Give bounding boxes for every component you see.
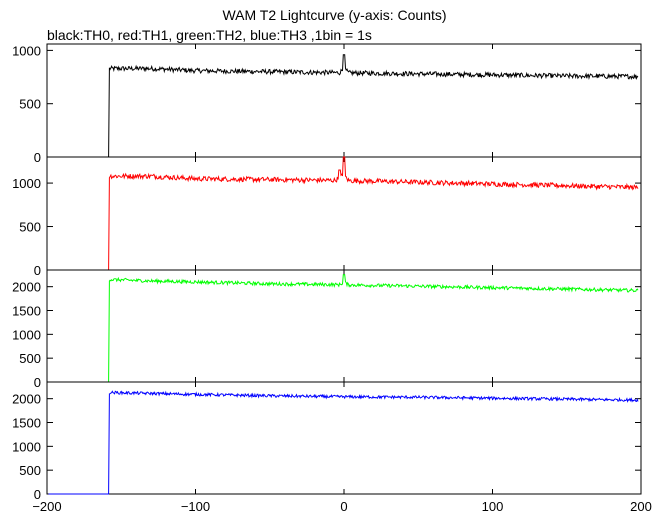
y-tick-label: 1000 xyxy=(12,327,41,342)
series-TH0 xyxy=(48,54,639,158)
panel-frame-TH0 xyxy=(46,43,642,158)
series-TH2 xyxy=(48,274,639,383)
x-tick-label: 200 xyxy=(630,499,652,514)
x-tick-label: 100 xyxy=(482,499,504,514)
y-tick-label: 500 xyxy=(19,351,41,366)
series-TH3 xyxy=(48,390,639,495)
y-tick-label: 1000 xyxy=(12,176,41,191)
x-tick-label: −100 xyxy=(181,499,210,514)
y-tick-label: 2000 xyxy=(12,280,41,295)
chart-title: WAM T2 Lightcurve (y-axis: Counts) xyxy=(222,7,447,23)
y-tick-label: 0 xyxy=(34,487,41,502)
panel-frame-TH2 xyxy=(46,269,642,383)
chart-subtitle: black:TH0, red:TH1, green:TH2, blue:TH3 … xyxy=(47,27,372,43)
y-tick-label: 0 xyxy=(34,375,41,390)
y-tick-label: 0 xyxy=(34,150,41,165)
y-tick-label: 1000 xyxy=(12,43,41,58)
y-tick-label: 500 xyxy=(19,220,41,235)
y-tick-label: 500 xyxy=(19,463,41,478)
x-tick-label: −200 xyxy=(32,499,61,514)
y-tick-label: 1500 xyxy=(12,304,41,319)
y-tick-label: 1000 xyxy=(12,439,41,454)
y-tick-label: 500 xyxy=(19,97,41,112)
y-tick-label: 0 xyxy=(34,263,41,278)
series-TH1 xyxy=(48,156,639,271)
y-tick-label: 1500 xyxy=(12,416,41,431)
x-tick-label: 0 xyxy=(340,499,347,514)
panel-frame-TH1 xyxy=(46,156,642,271)
y-tick-label: 2000 xyxy=(12,392,41,407)
